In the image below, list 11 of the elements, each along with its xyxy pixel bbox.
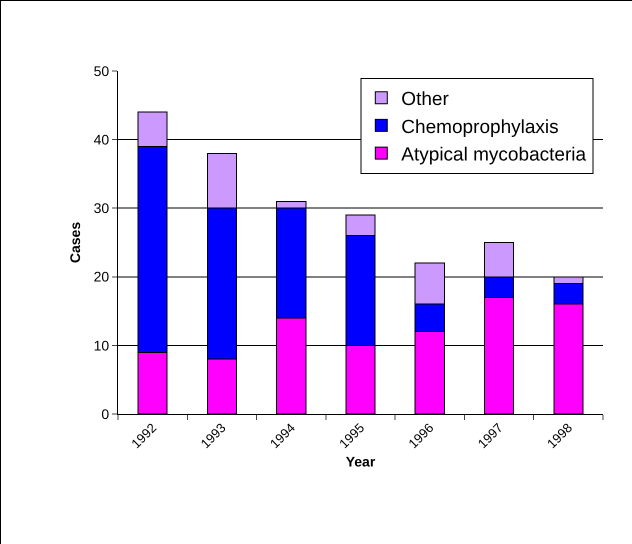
legend-label: Chemoprophylaxis <box>401 116 559 138</box>
y-tick-label: 50 <box>94 62 110 79</box>
y-tick-label: 30 <box>94 200 110 216</box>
y-tick-label: 20 <box>94 268 110 285</box>
y-tick-label: 10 <box>94 337 110 354</box>
legend-label: Other <box>401 89 450 110</box>
y-axis-title: Cases <box>67 222 83 264</box>
x-axis-title: Year <box>346 453 376 470</box>
y-tick-label: 40 <box>94 132 110 148</box>
y-tick-label: 0 <box>101 406 110 422</box>
legend-label: Atypical mycobacteria <box>401 144 587 166</box>
